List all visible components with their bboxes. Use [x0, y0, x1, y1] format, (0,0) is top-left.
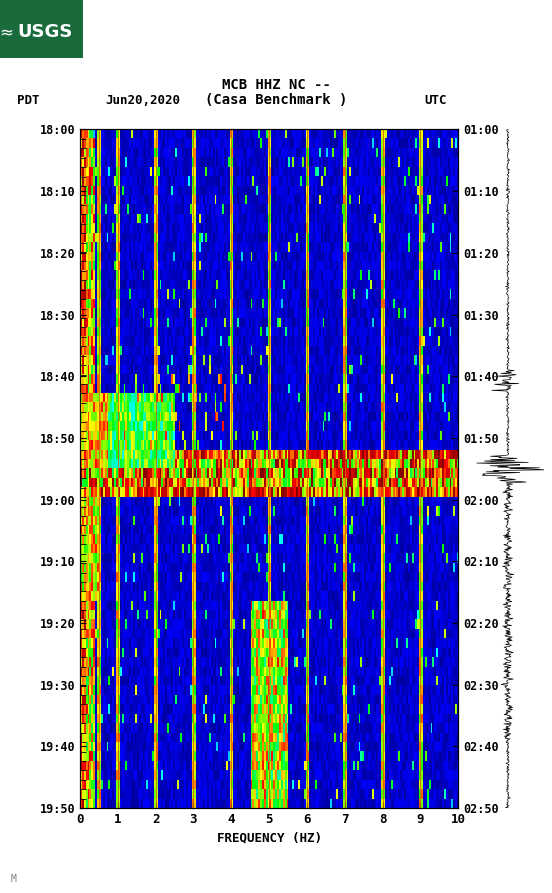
Text: ≈: ≈ [0, 23, 14, 41]
FancyBboxPatch shape [0, 0, 83, 58]
Text: (Casa Benchmark ): (Casa Benchmark ) [205, 93, 347, 107]
Text: UTC: UTC [425, 94, 447, 106]
Text: M: M [11, 874, 17, 884]
Text: USGS: USGS [18, 23, 73, 41]
Text: PDT: PDT [17, 94, 39, 106]
X-axis label: FREQUENCY (HZ): FREQUENCY (HZ) [216, 831, 322, 845]
Text: Jun20,2020: Jun20,2020 [105, 94, 180, 106]
Text: MCB HHZ NC --: MCB HHZ NC -- [221, 78, 331, 92]
